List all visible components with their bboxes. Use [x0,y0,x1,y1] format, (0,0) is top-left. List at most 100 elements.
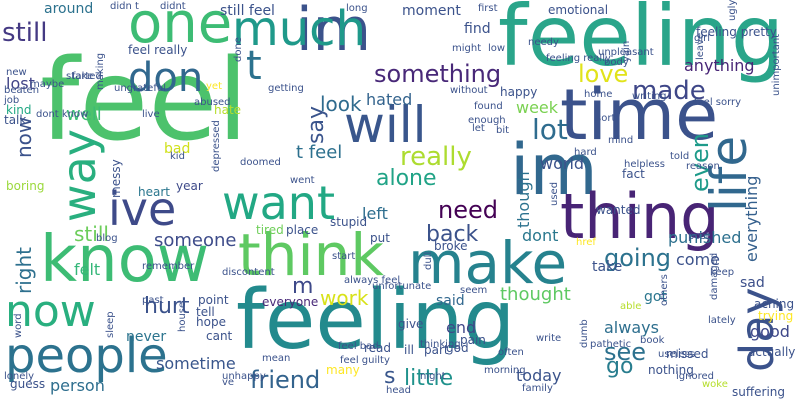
word: never [126,329,167,345]
word: talk [4,113,27,127]
word: unpleasant [598,47,654,58]
word: nothing [648,363,694,377]
word: everything [742,175,761,262]
word: think [238,221,384,289]
word: suffering [732,385,785,399]
word: thought [500,284,571,305]
word: dumb [579,319,590,348]
word: feel sorry [694,97,742,108]
word: ugly [727,0,738,21]
word: hurt [144,294,190,319]
word: low [488,43,506,54]
word: sleep [105,311,116,338]
word: discontent [222,267,275,278]
word: fake [72,71,94,82]
word: ive [108,182,177,236]
word: without [450,85,488,96]
word: might [452,43,482,54]
word: look [320,92,362,116]
word: hated [366,90,413,109]
word: sometime [156,354,236,373]
word: useless [658,349,696,360]
word: year [176,179,203,193]
word: beaten [4,85,40,96]
word: im [296,0,372,65]
word: work [320,286,369,310]
word: know [40,223,210,297]
word: today [516,366,562,385]
word: week [516,98,559,117]
word: sort [596,113,616,124]
word: body [604,57,629,68]
word: helpless [624,159,665,170]
word: t [246,43,262,89]
word: used [549,181,560,206]
word: don [128,55,204,101]
word: thinking [420,339,461,350]
word: need [438,196,498,224]
word: ill [404,343,415,357]
word: everyone [262,295,319,309]
word: remember [142,261,195,272]
word: though [514,171,533,228]
word: actually [748,345,796,359]
word: around [44,1,94,17]
word: feeling [498,0,785,85]
word: bad [164,141,191,157]
word: pain [460,333,486,347]
word: way [52,128,106,222]
word: still [2,18,48,48]
word: hope [196,315,226,329]
word: left [362,204,388,223]
word: place [286,223,319,237]
word: unfortunate [372,281,432,292]
word: tell [196,305,215,319]
word: ignored [676,371,714,382]
word: back [426,222,479,247]
word: home [584,89,613,100]
word: abused [194,97,231,108]
word: im [510,129,598,211]
word: write [536,333,562,344]
word: lately [708,315,736,326]
word: punished [668,228,742,247]
word: maybe [30,79,65,90]
word: yet [206,81,222,92]
word: dont [522,226,559,245]
word: long [346,3,368,14]
word: new [6,67,27,78]
word: want [222,176,336,230]
word: always [604,318,659,337]
word: writing [632,91,667,102]
word: let [472,123,485,134]
word: alone [376,166,437,191]
word: feeling pretty [696,25,777,39]
word: one [128,0,233,56]
word: emotional [548,3,609,17]
word: word [13,313,24,338]
word: kind [6,103,32,117]
word: feeling really [546,53,611,64]
word: little [404,366,454,391]
word: feel bad [338,341,379,352]
word: really [400,142,472,172]
word: lonely [4,371,35,382]
word: thing [560,180,720,253]
word: made [632,76,706,106]
word: often [498,347,524,358]
word: enough [468,115,506,126]
word: reason [686,161,720,172]
word: bit [496,125,510,136]
word: seem [460,285,488,296]
word: done [233,37,244,62]
word: house [177,301,188,332]
word: damaged [709,252,720,300]
word: able [620,301,642,312]
word: right [12,247,36,294]
word: someone [154,230,237,251]
word: doomed [240,157,281,168]
word: world [540,154,585,173]
word: dull [423,251,434,270]
word: fact [622,167,645,181]
